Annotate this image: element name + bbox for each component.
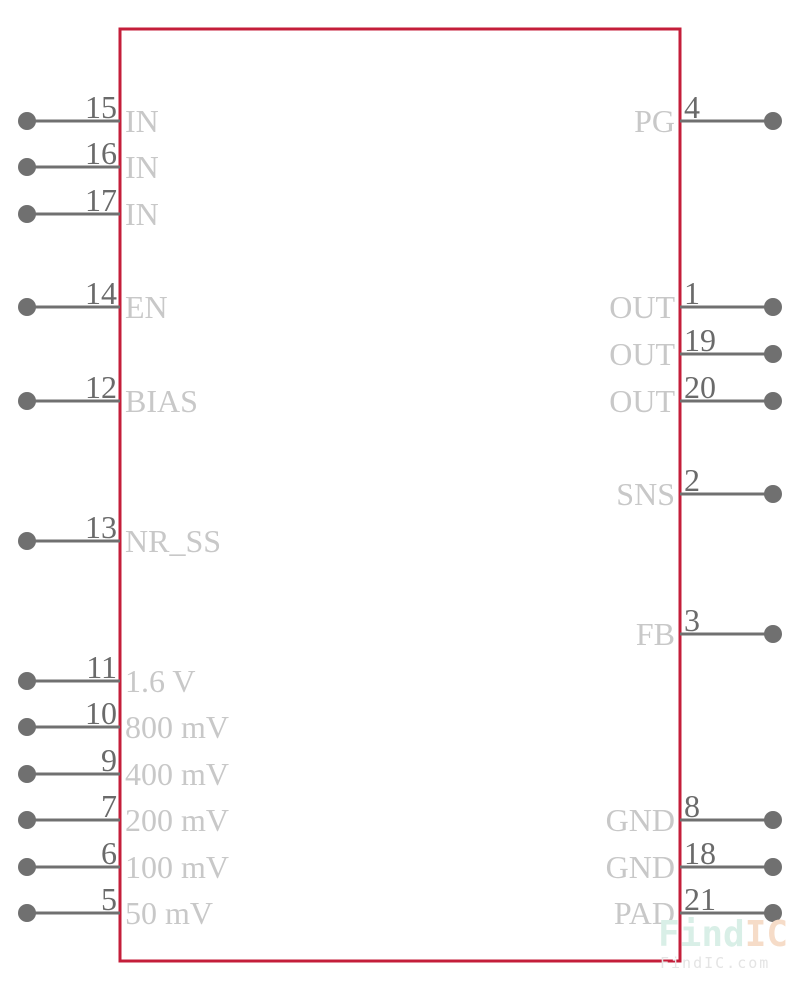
pin-number: 3 bbox=[684, 602, 700, 638]
pin-name-800-mv: 800 mV bbox=[125, 709, 229, 745]
pin-15: 15 IN bbox=[18, 89, 159, 139]
component-body bbox=[118, 27, 682, 963]
pin-name-gnd: GND bbox=[606, 849, 675, 885]
pin-endpoint bbox=[18, 205, 36, 223]
pin-endpoint bbox=[18, 672, 36, 690]
pin-endpoint bbox=[18, 392, 36, 410]
pin-12: 12 BIAS bbox=[18, 369, 198, 419]
pin-name-en: EN bbox=[125, 289, 168, 325]
pin-17: 17 IN bbox=[18, 182, 159, 232]
pin-name-in: IN bbox=[125, 103, 159, 139]
pin-number: 5 bbox=[101, 881, 117, 917]
pin-endpoint bbox=[18, 532, 36, 550]
pin-number: 15 bbox=[85, 89, 117, 125]
pin-name-200-mv: 200 mV bbox=[125, 802, 229, 838]
pin-name-50-mv: 50 mV bbox=[125, 895, 213, 931]
pin-number: 12 bbox=[85, 369, 117, 405]
pin-6: 6 100 mV bbox=[18, 835, 229, 885]
pin-number: 10 bbox=[85, 695, 117, 731]
pin-endpoint bbox=[764, 345, 782, 363]
watermark-logo: FindIC bbox=[658, 914, 788, 955]
pin-endpoint bbox=[18, 811, 36, 829]
pin-4: 4PG bbox=[634, 89, 782, 139]
pin-13: 13 NR_SS bbox=[18, 509, 221, 559]
watermark: FindIC FindIC.com bbox=[658, 914, 788, 972]
pin-endpoint bbox=[18, 298, 36, 316]
pin-14: 14 EN bbox=[18, 275, 168, 325]
pin-endpoint bbox=[18, 904, 36, 922]
pin-number: 18 bbox=[684, 835, 716, 871]
pin-name-bias: BIAS bbox=[125, 383, 198, 419]
pin-name-gnd: GND bbox=[606, 802, 675, 838]
pin-5: 5 50 mV bbox=[18, 881, 213, 931]
pin-16: 16 IN bbox=[18, 135, 159, 185]
pin-endpoint bbox=[764, 485, 782, 503]
pin-11: 11 1.6 V bbox=[18, 649, 196, 699]
pin-number: 13 bbox=[85, 509, 117, 545]
pin-number: 21 bbox=[684, 881, 716, 917]
pin-9: 9 400 mV bbox=[18, 742, 229, 792]
pin-name-pad: PAD bbox=[614, 895, 675, 931]
pin-number: 9 bbox=[101, 742, 117, 778]
pin-name-nr-ss: NR_SS bbox=[125, 523, 221, 559]
pin-name-in: IN bbox=[125, 196, 159, 232]
pin-endpoint bbox=[18, 858, 36, 876]
watermark-url: FindIC.com bbox=[660, 954, 770, 972]
pin-endpoint bbox=[764, 904, 782, 922]
pin-name-out: OUT bbox=[609, 383, 675, 419]
pin-number: 1 bbox=[684, 275, 700, 311]
pin-number: 17 bbox=[85, 182, 117, 218]
pin-name-out: OUT bbox=[609, 289, 675, 325]
pin-endpoint bbox=[18, 158, 36, 176]
pin-name-400-mv: 400 mV bbox=[125, 756, 229, 792]
pin-number: 19 bbox=[684, 322, 716, 358]
pin-endpoint bbox=[764, 112, 782, 130]
pin-name-in: IN bbox=[125, 149, 159, 185]
pin-number: 4 bbox=[684, 89, 700, 125]
pin-endpoint bbox=[764, 811, 782, 829]
pin-endpoint bbox=[18, 765, 36, 783]
pin-number: 16 bbox=[85, 135, 117, 171]
pin-number: 11 bbox=[86, 649, 117, 685]
pin-name-sns: SNS bbox=[616, 476, 675, 512]
pin-3: 3FB bbox=[636, 602, 782, 652]
pin-endpoint bbox=[764, 625, 782, 643]
pin-number: 2 bbox=[684, 462, 700, 498]
pin-name-1-6-v: 1.6 V bbox=[125, 663, 196, 699]
pin-name-100-mv: 100 mV bbox=[125, 849, 229, 885]
pin-endpoint bbox=[764, 298, 782, 316]
pin-7: 7 200 mV bbox=[18, 788, 229, 838]
pin-endpoint bbox=[764, 392, 782, 410]
pin-name-out: OUT bbox=[609, 336, 675, 372]
pin-endpoint bbox=[18, 718, 36, 736]
pin-endpoint bbox=[764, 858, 782, 876]
pin-number: 7 bbox=[101, 788, 117, 824]
pin-name-pg: PG bbox=[634, 103, 675, 139]
pin-number: 8 bbox=[684, 788, 700, 824]
pin-10: 10 800 mV bbox=[18, 695, 229, 745]
pin-name-fb: FB bbox=[636, 616, 675, 652]
pin-number: 20 bbox=[684, 369, 716, 405]
pin-number: 14 bbox=[85, 275, 117, 311]
pin-endpoint bbox=[18, 112, 36, 130]
pin-number: 6 bbox=[101, 835, 117, 871]
